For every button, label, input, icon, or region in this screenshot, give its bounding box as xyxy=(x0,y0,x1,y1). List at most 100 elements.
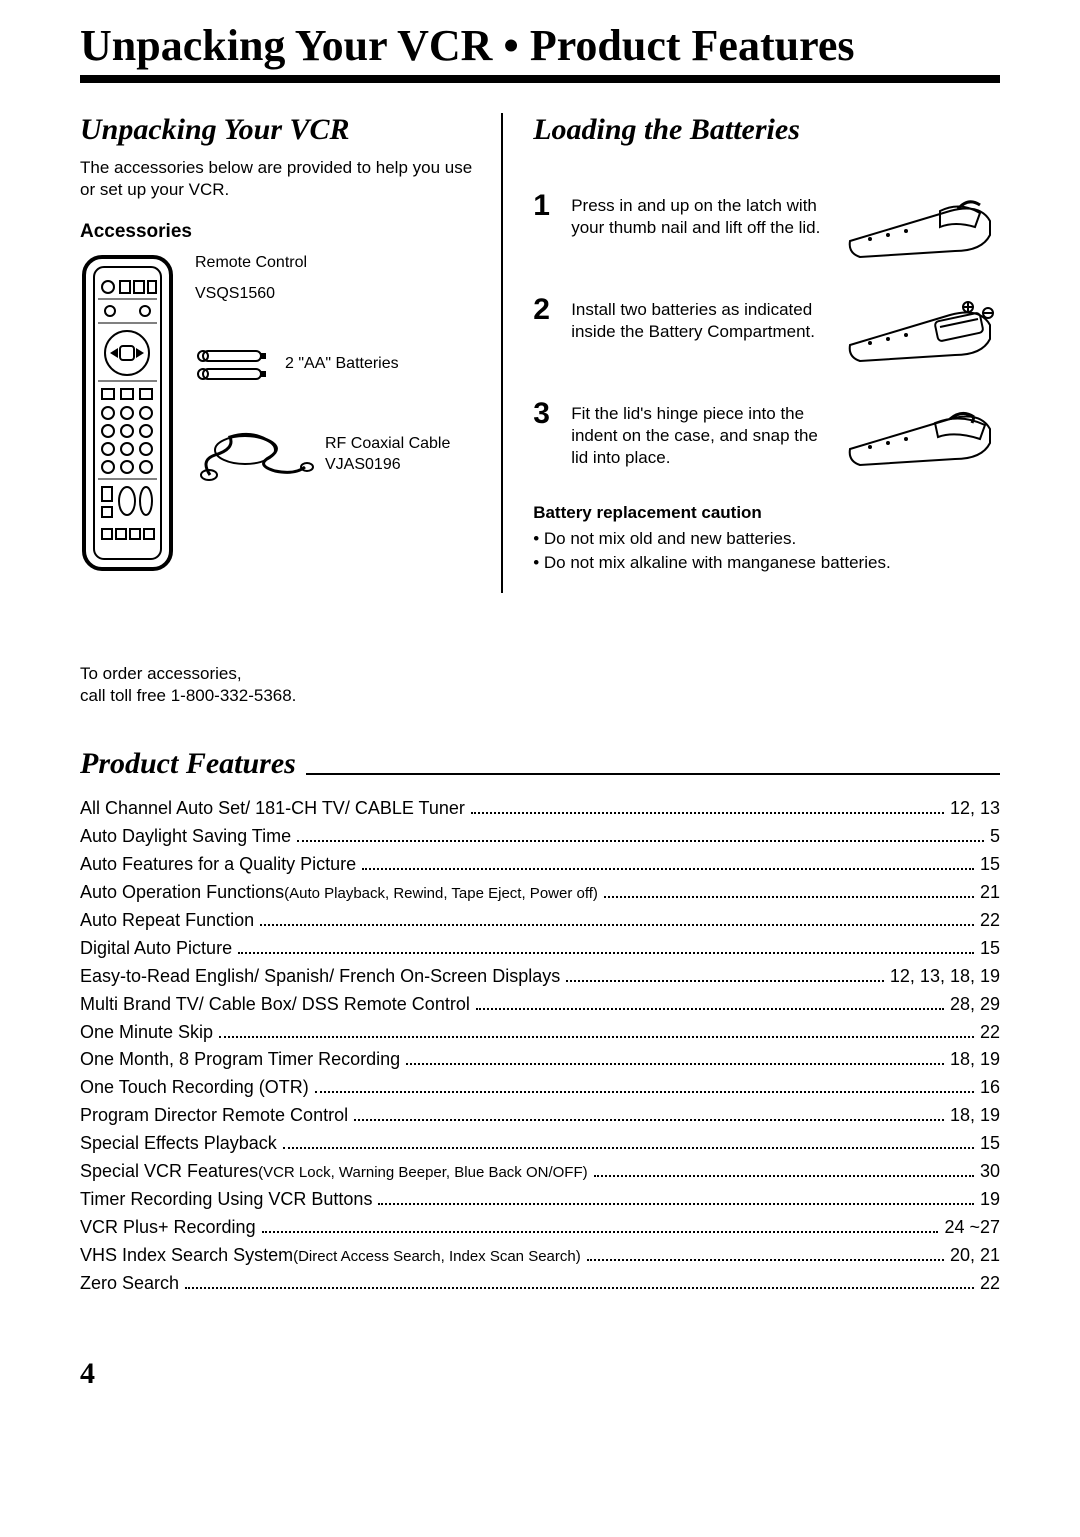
loading-heading: Loading the Batteries xyxy=(533,113,1000,147)
step-2: 2 Install two batteries as indicated ins… xyxy=(533,295,1000,369)
unpacking-heading: Unpacking Your VCR xyxy=(80,113,481,147)
feature-dots xyxy=(262,1231,939,1233)
feature-label: VCR Plus+ Recording xyxy=(80,1214,256,1242)
loading-column: Loading the Batteries 1 Press in and up … xyxy=(503,113,1000,593)
feature-label: Easy-to-Read English/ Spanish/ French On… xyxy=(80,963,560,991)
feature-page: 30 xyxy=(980,1158,1000,1186)
page-number: 4 xyxy=(80,1357,1000,1391)
accessory-batteries: 2 "AA" Batteries xyxy=(195,345,481,385)
caution-item: Do not mix old and new batteries. xyxy=(533,527,1000,551)
feature-row: All Channel Auto Set/ 181-CH TV/ CABLE T… xyxy=(80,795,1000,823)
feature-row: Digital Auto Picture15 xyxy=(80,935,1000,963)
feature-dots xyxy=(594,1175,974,1177)
feature-row: Special VCR Features (VCR Lock, Warning … xyxy=(80,1158,1000,1186)
feature-dots xyxy=(219,1036,974,1038)
order-line-1: To order accessories, xyxy=(80,664,242,683)
step-3-icon xyxy=(840,399,1000,473)
accessory-cable-model: VJAS0196 xyxy=(325,455,450,476)
feature-page: 18, 19 xyxy=(950,1046,1000,1074)
feature-row: Auto Features for a Quality Picture15 xyxy=(80,851,1000,879)
feature-row: Easy-to-Read English/ Spanish/ French On… xyxy=(80,963,1000,991)
step-2-text: Install two batteries as indicated insid… xyxy=(571,295,824,343)
accessory-remote: Remote Control VSQS1560 xyxy=(195,253,481,305)
feature-page: 22 xyxy=(980,1270,1000,1298)
feature-row: Auto Daylight Saving Time 5 xyxy=(80,823,1000,851)
step-2-number: 2 xyxy=(533,295,555,325)
feature-dots xyxy=(587,1259,944,1261)
features-list: All Channel Auto Set/ 181-CH TV/ CABLE T… xyxy=(80,795,1000,1297)
feature-dots xyxy=(471,812,944,814)
caution-heading: Battery replacement caution xyxy=(533,503,1000,523)
features-rule xyxy=(306,773,1000,775)
feature-label: Auto Repeat Function xyxy=(80,907,254,935)
feature-page: 22 xyxy=(980,1019,1000,1047)
feature-label: Special Effects Playback xyxy=(80,1130,277,1158)
feature-row: One Minute Skip 22 xyxy=(80,1019,1000,1047)
feature-label: One Month, 8 Program Timer Recording xyxy=(80,1046,400,1074)
order-line-2: call toll free 1-800-332-5368. xyxy=(80,686,296,705)
feature-row: VHS Index Search System (Direct Access S… xyxy=(80,1242,1000,1270)
feature-page: 20, 21 xyxy=(950,1242,1000,1270)
step-3-text: Fit the lid's hinge piece into the inden… xyxy=(571,399,824,469)
step-3: 3 Fit the lid's hinge piece into the ind… xyxy=(533,399,1000,473)
step-2-icon xyxy=(840,295,1000,369)
accessory-remote-label: Remote Control xyxy=(195,253,307,274)
accessory-cable-label: RF Coaxial Cable xyxy=(325,434,450,455)
rf-cable-icon xyxy=(195,425,315,485)
feature-dots xyxy=(283,1147,974,1149)
feature-label: Auto Features for a Quality Picture xyxy=(80,851,356,879)
feature-label: One Minute Skip xyxy=(80,1019,213,1047)
accessory-cable: RF Coaxial Cable VJAS0196 xyxy=(195,425,481,485)
feature-label: One Touch Recording (OTR) xyxy=(80,1074,309,1102)
accessories-row: Remote Control VSQS1560 2 "AA" Batteries xyxy=(80,253,481,573)
feature-row: Zero Search22 xyxy=(80,1270,1000,1298)
feature-dots xyxy=(238,952,974,954)
feature-page: 5 xyxy=(990,823,1000,851)
feature-label: Auto Daylight Saving Time xyxy=(80,823,291,851)
step-1-number: 1 xyxy=(533,191,555,221)
unpacking-column: Unpacking Your VCR The accessories below… xyxy=(80,113,503,593)
feature-dots xyxy=(297,840,984,842)
page-title: Unpacking Your VCR • Product Features xyxy=(80,20,1000,71)
feature-row: One Touch Recording (OTR) 16 xyxy=(80,1074,1000,1102)
features-section: Product Features All Channel Auto Set/ 1… xyxy=(80,747,1000,1297)
feature-page: 22 xyxy=(980,907,1000,935)
title-rule xyxy=(80,75,1000,83)
feature-label: Timer Recording Using VCR Buttons xyxy=(80,1186,372,1214)
feature-row: Program Director Remote Control 18, 19 xyxy=(80,1102,1000,1130)
feature-page: 19 xyxy=(980,1186,1000,1214)
feature-label: Special VCR Features xyxy=(80,1158,258,1186)
feature-row: Special Effects Playback15 xyxy=(80,1130,1000,1158)
feature-row: One Month, 8 Program Timer Recording 18, … xyxy=(80,1046,1000,1074)
features-heading: Product Features xyxy=(80,747,296,781)
feature-page: 16 xyxy=(980,1074,1000,1102)
feature-dots xyxy=(260,924,974,926)
feature-dots xyxy=(378,1203,974,1205)
feature-dots xyxy=(476,1008,944,1010)
feature-sublabel: (VCR Lock, Warning Beeper, Blue Back ON/… xyxy=(258,1161,588,1184)
caution-list: Do not mix old and new batteries. Do not… xyxy=(533,527,1000,575)
accessory-cable-text: RF Coaxial Cable VJAS0196 xyxy=(325,434,450,476)
feature-page: 12, 13, 18, 19 xyxy=(890,963,1000,991)
unpacking-intro: The accessories below are provided to he… xyxy=(80,157,481,201)
feature-label: All Channel Auto Set/ 181-CH TV/ CABLE T… xyxy=(80,795,465,823)
remote-control-icon xyxy=(80,253,175,573)
step-3-number: 3 xyxy=(533,399,555,429)
feature-dots xyxy=(362,868,974,870)
feature-page: 18, 19 xyxy=(950,1102,1000,1130)
feature-label: Multi Brand TV/ Cable Box/ DSS Remote Co… xyxy=(80,991,470,1019)
feature-sublabel: (Direct Access Search, Index Scan Search… xyxy=(293,1245,581,1268)
feature-page: 21 xyxy=(980,879,1000,907)
step-1-text: Press in and up on the latch with your t… xyxy=(571,191,824,239)
feature-label: Program Director Remote Control xyxy=(80,1102,348,1130)
accessories-heading: Accessories xyxy=(80,221,481,243)
feature-label: VHS Index Search System xyxy=(80,1242,293,1270)
feature-dots xyxy=(315,1091,974,1093)
feature-row: Multi Brand TV/ Cable Box/ DSS Remote Co… xyxy=(80,991,1000,1019)
step-1: 1 Press in and up on the latch with your… xyxy=(533,191,1000,265)
batteries-icon xyxy=(195,345,275,385)
two-column-layout: Unpacking Your VCR The accessories below… xyxy=(80,113,1000,593)
step-1-icon xyxy=(840,191,1000,265)
feature-dots xyxy=(604,896,974,898)
feature-page: 24 ~27 xyxy=(944,1214,1000,1242)
